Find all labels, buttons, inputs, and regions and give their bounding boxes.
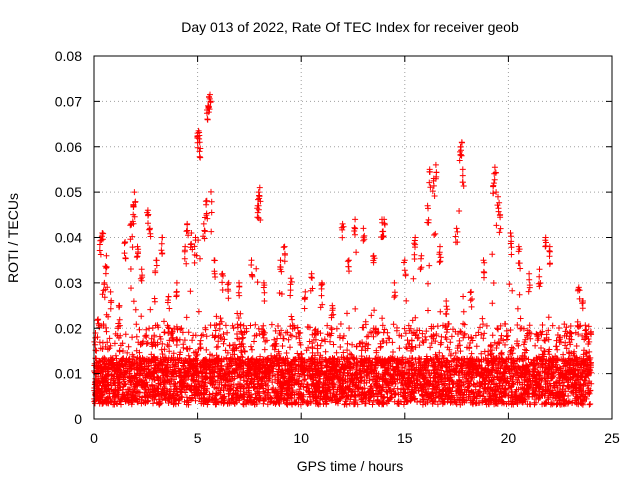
y-tick-label: 0.05 — [55, 184, 82, 200]
axis-ticks — [93, 55, 613, 420]
y-tick-label: 0.07 — [55, 93, 82, 109]
y-tick-label: 0.08 — [55, 48, 82, 64]
y-tick-label: 0.04 — [55, 230, 82, 246]
x-tick-label: 15 — [397, 430, 413, 446]
grid-lines — [94, 56, 612, 419]
y-tick-labels: 0 0.01 0.02 0.03 0.04 0.05 0.06 0.07 0.08 — [55, 48, 82, 427]
x-tick-label: 20 — [501, 430, 517, 446]
roti-markers — [91, 91, 595, 408]
x-axis-label: GPS time / hours — [297, 458, 404, 474]
y-tick-label: 0.03 — [55, 275, 82, 291]
data-points — [91, 91, 595, 408]
chart-title: Day 013 of 2022, Rate Of TEC Index for r… — [181, 19, 519, 35]
x-tick-label: 10 — [293, 430, 309, 446]
y-axis-label: ROTI / TECUs — [5, 193, 21, 283]
y-tick-label: 0 — [74, 411, 82, 427]
y-tick-label: 0.06 — [55, 139, 82, 155]
x-tick-labels: 0 5 10 15 20 25 — [90, 430, 620, 446]
y-tick-label: 0.01 — [55, 366, 82, 382]
y-tick-label: 0.02 — [55, 320, 82, 336]
x-tick-label: 25 — [604, 430, 620, 446]
x-tick-label: 0 — [90, 430, 98, 446]
x-tick-label: 5 — [194, 430, 202, 446]
